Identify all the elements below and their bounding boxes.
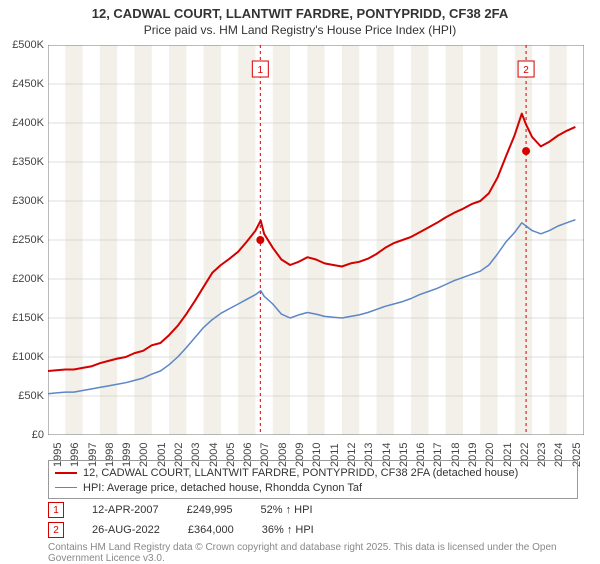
y-tick-label: £150K [0, 312, 44, 324]
y-tick-label: £50K [0, 390, 44, 402]
sale-row-1: 1 12-APR-2007 £249,995 52% ↑ HPI [48, 500, 314, 520]
legend-swatch-property [55, 472, 77, 474]
svg-text:2: 2 [523, 65, 529, 76]
y-tick-label: £100K [0, 351, 44, 363]
chart-area: 12 £0£50K£100K£150K£200K£250K£300K£350K£… [48, 45, 584, 435]
y-tick-label: £0 [0, 429, 44, 441]
legend-row-hpi: HPI: Average price, detached house, Rhon… [55, 480, 571, 495]
legend-label-property: 12, CADWAL COURT, LLANTWIT FARDRE, PONTY… [83, 467, 518, 479]
y-tick-label: £300K [0, 195, 44, 207]
sale-marker-1: 1 [48, 502, 64, 518]
legend: 12, CADWAL COURT, LLANTWIT FARDRE, PONTY… [48, 460, 578, 499]
y-tick-label: £400K [0, 117, 44, 129]
y-tick-label: £250K [0, 234, 44, 246]
sale-row-2: 2 26-AUG-2022 £364,000 36% ↑ HPI [48, 520, 314, 540]
sale-date-1: 12-APR-2007 [92, 504, 159, 516]
sale-vs-hpi-1: 52% ↑ HPI [261, 504, 313, 516]
sale-price-2: £364,000 [188, 524, 234, 536]
title-block: 12, CADWAL COURT, LLANTWIT FARDRE, PONTY… [0, 0, 600, 37]
page-title: 12, CADWAL COURT, LLANTWIT FARDRE, PONTY… [0, 6, 600, 21]
legend-row-property: 12, CADWAL COURT, LLANTWIT FARDRE, PONTY… [55, 465, 571, 480]
plot-svg: 12 [48, 45, 584, 435]
y-tick-label: £350K [0, 156, 44, 168]
legend-label-hpi: HPI: Average price, detached house, Rhon… [83, 482, 362, 494]
page-subtitle: Price paid vs. HM Land Registry's House … [0, 21, 600, 37]
y-tick-label: £500K [0, 39, 44, 51]
chart-container: 12, CADWAL COURT, LLANTWIT FARDRE, PONTY… [0, 0, 600, 560]
sale-price-1: £249,995 [187, 504, 233, 516]
svg-text:1: 1 [258, 65, 264, 76]
y-tick-label: £450K [0, 78, 44, 90]
attribution: Contains HM Land Registry data © Crown c… [48, 542, 578, 564]
y-tick-label: £200K [0, 273, 44, 285]
sale-marker-2: 2 [48, 522, 64, 538]
legend-swatch-hpi [55, 487, 77, 488]
sale-date-2: 26-AUG-2022 [92, 524, 160, 536]
sale-vs-hpi-2: 36% ↑ HPI [262, 524, 314, 536]
sales-block: 1 12-APR-2007 £249,995 52% ↑ HPI 2 26-AU… [48, 500, 314, 540]
